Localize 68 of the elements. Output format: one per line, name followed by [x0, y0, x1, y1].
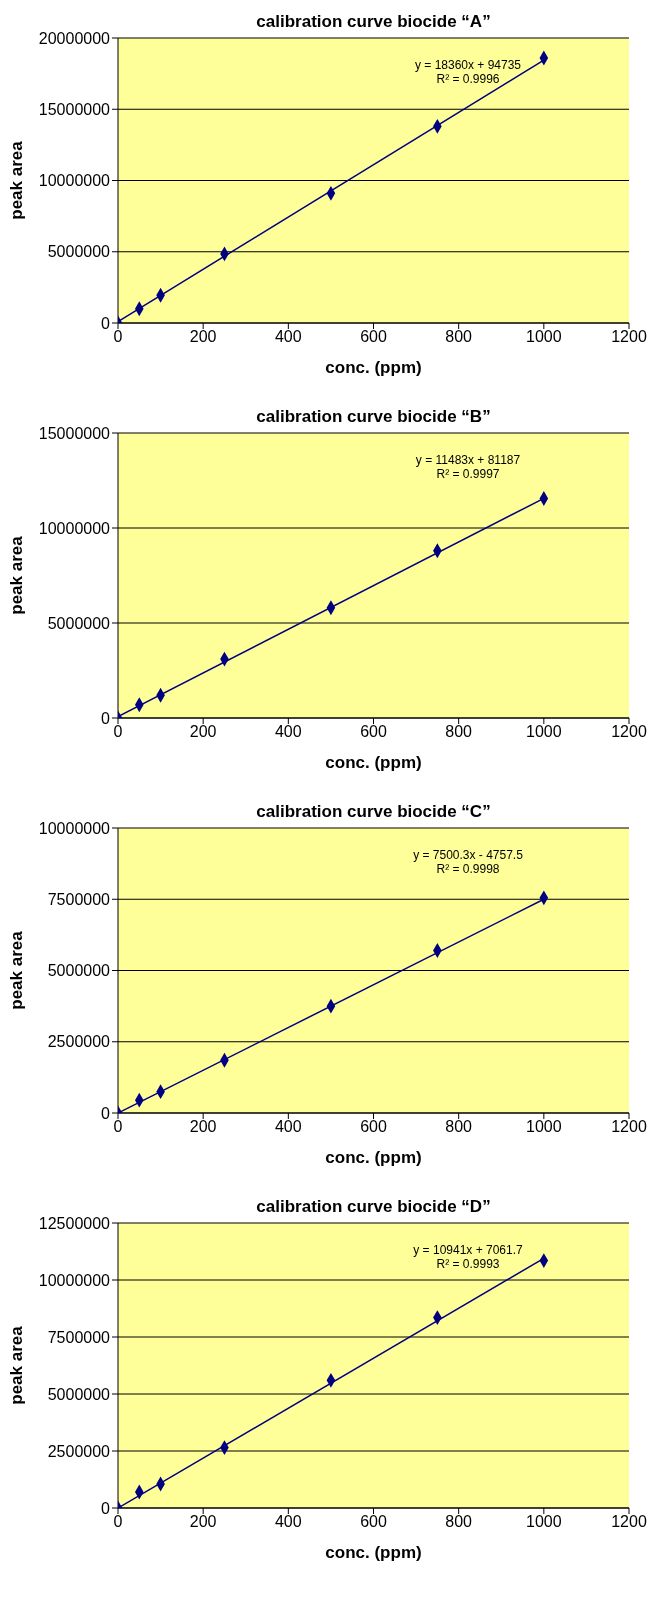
x-tick-label: 1000 [526, 328, 562, 346]
annotation: y = 7500.3x - 4757.5 [412, 848, 524, 862]
x-tick-label: 0 [113, 1118, 123, 1136]
y-tick-label: 0 [101, 1499, 111, 1517]
x-tick-label: 600 [360, 1118, 387, 1136]
annotation: R² = 0.9993 [435, 1257, 501, 1271]
x-tick-label: 1200 [611, 1513, 647, 1531]
x-tick-label: 800 [445, 1513, 473, 1531]
x-tick-label: 1000 [526, 1118, 562, 1136]
y-tick-label: 15000000 [38, 100, 111, 118]
x-tick-label: 400 [274, 1118, 302, 1136]
y-tick-label: 15000000 [38, 424, 111, 442]
y-tick-label: 0 [101, 1104, 111, 1122]
y-tick-label: 12500000 [38, 1214, 111, 1232]
annotation: y = 10941x + 7061.7 [412, 1243, 524, 1257]
x-tick-label: 400 [274, 1513, 302, 1531]
x-tick-label: 200 [189, 328, 217, 346]
x-tick-label: 600 [360, 723, 387, 741]
y-tick-label: 2500000 [47, 1442, 111, 1460]
x-tick-label: 400 [274, 723, 302, 741]
y-tick-label: 5000000 [47, 614, 111, 632]
x-tick-label: 1200 [611, 1118, 647, 1136]
x-tick-label: 0 [113, 1513, 123, 1531]
y-tick-label: 2500000 [47, 1033, 111, 1051]
x-axis-title: conc. (ppm) [325, 753, 422, 772]
x-tick-label: 0 [113, 328, 123, 346]
x-axis-title: conc. (ppm) [325, 1148, 422, 1167]
annotation: y = 11483x + 81187 [414, 453, 522, 467]
x-tick-label: 1200 [611, 328, 647, 346]
x-tick-label: 800 [445, 723, 473, 741]
y-tick-label: 5000000 [47, 1385, 111, 1403]
y-axis-title: peak area [7, 1325, 27, 1405]
annotation: R² = 0.9997 [435, 467, 501, 481]
x-tick-label: 600 [360, 328, 387, 346]
y-tick-label: 0 [101, 314, 111, 332]
annotation: R² = 0.9996 [435, 72, 501, 86]
chart-title: calibration curve biocide “C” [255, 802, 492, 822]
y-axis-title: peak area [7, 930, 27, 1010]
x-tick-label: 1200 [611, 723, 647, 741]
y-tick-label: 7500000 [47, 1328, 111, 1346]
chart-title: calibration curve biocide “A” [255, 12, 492, 32]
annotation: R² = 0.9998 [435, 862, 501, 876]
y-axis-title: peak area [7, 140, 27, 220]
x-tick-label: 1000 [526, 723, 562, 741]
chart-title: calibration curve biocide “D” [255, 1197, 492, 1217]
x-tick-label: 0 [113, 723, 123, 741]
y-axis-title: peak area [7, 535, 27, 615]
y-tick-label: 10000000 [38, 1271, 111, 1289]
x-tick-label: 800 [445, 328, 473, 346]
y-tick-label: 10000000 [38, 519, 111, 537]
chart-title: calibration curve biocide “B” [255, 407, 492, 427]
y-tick-label: 7500000 [47, 890, 111, 908]
y-tick-label: 0 [101, 709, 111, 727]
x-tick-label: 800 [445, 1118, 473, 1136]
x-axis-title: conc. (ppm) [325, 1543, 422, 1562]
x-tick-label: 600 [360, 1513, 387, 1531]
x-tick-label: 400 [274, 328, 302, 346]
annotation: y = 18360x + 94735 [413, 58, 523, 72]
y-tick-label: 5000000 [47, 962, 111, 980]
y-tick-label: 5000000 [47, 243, 111, 261]
y-tick-label: 10000000 [38, 172, 111, 190]
x-tick-label: 200 [189, 1118, 217, 1136]
x-axis-title: conc. (ppm) [325, 358, 422, 377]
y-tick-label: 20000000 [38, 29, 111, 47]
x-tick-label: 200 [189, 1513, 217, 1531]
x-tick-label: 200 [189, 723, 217, 741]
y-tick-label: 10000000 [38, 819, 111, 837]
x-tick-label: 1000 [526, 1513, 562, 1531]
